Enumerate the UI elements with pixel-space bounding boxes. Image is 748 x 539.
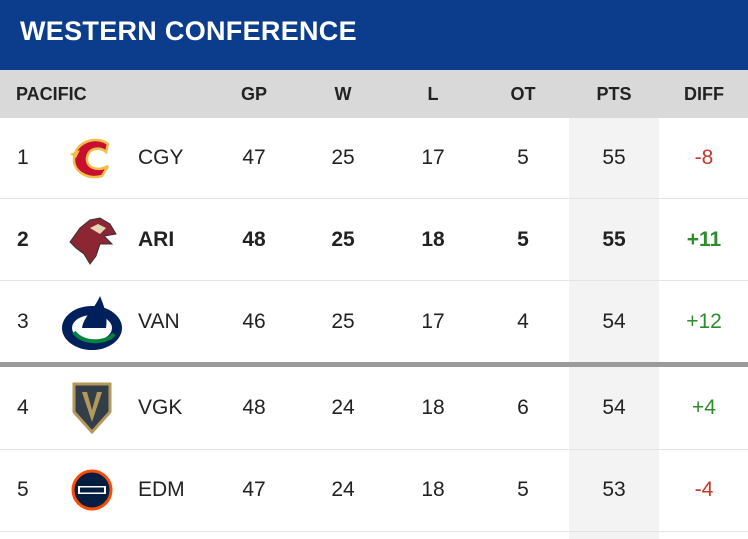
column-header: W [334,84,352,104]
stat-cell: 5 [517,478,529,501]
stat-cell: 47 [242,146,266,169]
team-logo [72,382,112,434]
stat-cell: 25 [331,146,355,169]
column-header: PTS [596,84,632,104]
column-header: GP [240,84,267,104]
stat-cell: 55 [602,228,626,251]
stat-cell: 18 [421,228,445,251]
stat-cell: 24 [331,396,355,419]
column-header: L [427,84,439,104]
rank: 1 [17,146,29,169]
stat-cell: 55 [602,146,626,169]
row-divider [0,280,748,281]
playoff-line [0,362,748,367]
team-abbr: VGK [138,396,183,419]
team-abbr: ARI [138,228,175,251]
stat-cell: 5 [517,146,529,169]
stat-cell: -8 [694,146,714,169]
pts-column-shade [569,118,659,539]
rank: 4 [17,396,29,419]
stat-cell: 5 [517,228,529,251]
title-bar [0,0,748,70]
stat-cell: 18 [421,478,445,501]
row-divider [0,531,748,532]
team-logo [62,296,122,350]
team-logo [71,469,113,511]
stat-cell: 54 [602,310,626,333]
team-abbr: EDM [138,478,185,501]
stat-cell: -4 [694,478,714,501]
rank: 3 [17,310,29,333]
stat-cell: +11 [686,228,722,251]
stat-cell: 24 [331,478,355,501]
team-abbr: CGY [138,146,184,169]
column-header: DIFF [684,84,724,104]
stat-cell: +4 [692,396,716,419]
column-header: OT [510,84,536,104]
stat-cell: 25 [331,228,355,251]
stat-cell: 4 [517,310,529,333]
conference-title: WESTERN CONFERENCE [20,16,357,46]
rank: 2 [17,228,29,251]
team-logo [69,217,117,265]
row-divider [0,449,748,450]
column-header-row [0,70,748,118]
stat-cell: 48 [242,228,266,251]
stat-cell: +12 [686,310,722,333]
team-logo [70,138,110,179]
stat-cell: 47 [242,478,266,501]
stat-cell: 54 [602,396,626,419]
team-abbr: VAN [138,310,180,333]
column-header: PACIFIC [16,84,87,104]
stat-cell: 46 [242,310,266,333]
stat-cell: 18 [421,396,445,419]
stat-cell: 25 [331,310,355,333]
row-divider [0,198,748,199]
rank: 5 [17,478,29,501]
stat-cell: 48 [242,396,266,419]
stat-cell: 6 [517,396,529,419]
stat-cell: 17 [421,310,445,333]
stat-cell: 53 [602,478,626,501]
stat-cell: 17 [421,146,445,169]
